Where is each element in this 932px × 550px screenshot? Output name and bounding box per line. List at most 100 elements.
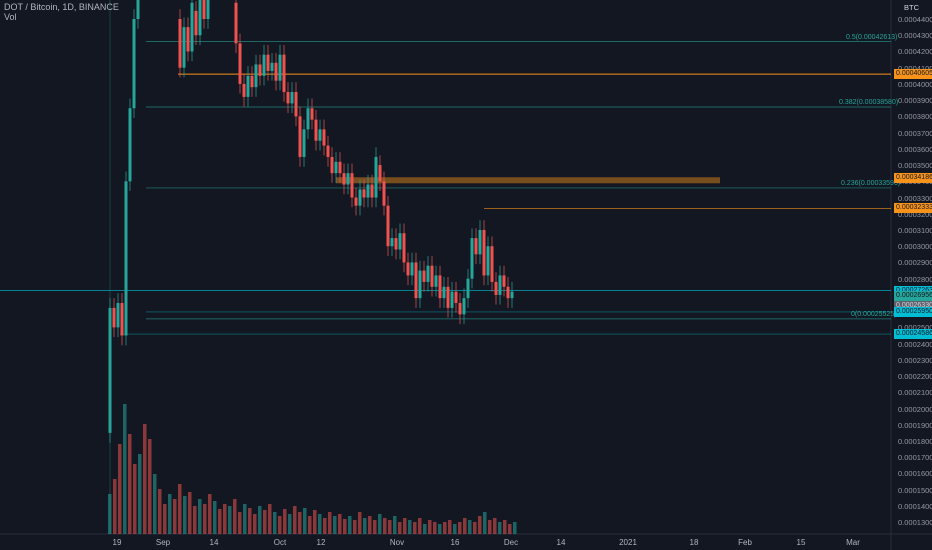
candle-body: [322, 129, 326, 146]
candle-body: [406, 262, 410, 276]
candle-body: [326, 145, 330, 157]
fib-level-label: 0.382(0.00038580): [839, 98, 899, 106]
volume-bar: [248, 508, 252, 534]
volume-bar: [458, 522, 462, 534]
date-tick-label: 2021: [619, 538, 637, 547]
candle-body: [242, 83, 246, 97]
candle-body: [338, 161, 342, 174]
candle-body: [132, 19, 136, 109]
candle-body: [270, 62, 274, 71]
candle-body: [274, 62, 278, 81]
volume-bar: [358, 512, 362, 534]
volume-bar: [128, 434, 132, 534]
date-tick-label: Mar: [846, 538, 860, 547]
candle-body: [120, 303, 124, 336]
candle-body: [422, 270, 426, 282]
volume-bar: [153, 474, 157, 534]
candle-body: [434, 275, 438, 287]
candle-body: [350, 173, 354, 198]
candle-body: [116, 303, 120, 328]
volume-bar: [493, 518, 497, 534]
volume-bar: [173, 499, 177, 534]
volume-bar: [303, 508, 307, 534]
candle-body: [238, 43, 242, 84]
volume-label: Vol: [4, 12, 17, 22]
volume-bar: [383, 518, 387, 534]
date-tick-label: 12: [316, 538, 326, 547]
volume-bar: [433, 522, 437, 534]
volume-bar: [438, 524, 442, 534]
candle-body: [306, 108, 310, 130]
volume-bar: [393, 516, 397, 534]
volume-bar: [233, 499, 237, 534]
candle-body: [490, 246, 494, 282]
volume-bar: [263, 510, 267, 534]
volume-bar: [148, 439, 152, 534]
volume-bar: [113, 479, 117, 534]
candle-body: [470, 238, 474, 279]
candle-body: [398, 233, 402, 250]
candle-body: [198, 0, 202, 36]
candle-body: [458, 303, 462, 315]
candle-body: [282, 54, 286, 93]
candle-body: [374, 156, 378, 198]
candle-body: [182, 27, 186, 68]
volume-bar: [328, 512, 332, 534]
date-tick-label: Sep: [155, 538, 171, 547]
volume-bar: [478, 516, 482, 534]
volume-bar: [338, 514, 342, 534]
candle-body: [294, 92, 298, 117]
symbol-title: DOT / Bitcoin, 1D, BINANCE: [4, 2, 119, 12]
volume-bar: [503, 520, 507, 534]
volume-bar: [118, 444, 122, 534]
candle-body: [414, 262, 418, 299]
volume-bar: [443, 522, 447, 534]
volume-bar: [353, 520, 357, 534]
volume-bar: [258, 506, 262, 534]
candle-body: [278, 54, 282, 81]
volume-bar: [473, 522, 477, 534]
candle-body: [298, 116, 302, 157]
date-tick-label: 14: [556, 538, 566, 547]
candle-body: [124, 181, 128, 336]
candle-body: [318, 129, 322, 141]
candle-body: [418, 270, 422, 299]
candle-body: [358, 189, 362, 206]
candle-body: [394, 238, 398, 250]
candle-body: [108, 307, 112, 433]
volume-bar: [253, 514, 257, 534]
candle-body: [136, 0, 140, 19]
volume-bar: [318, 514, 322, 534]
candle-body: [262, 54, 266, 76]
candle-body: [112, 307, 116, 328]
volume-bar: [498, 522, 502, 534]
volume-bar: [428, 520, 432, 534]
candle-body: [346, 173, 350, 185]
price-badge: 0.00032333: [894, 203, 932, 214]
candle-body: [178, 19, 182, 68]
volume-bar: [373, 520, 377, 534]
date-tick-label: 14: [209, 538, 219, 547]
date-tick-label: Dec: [503, 538, 519, 547]
volume-bar: [418, 518, 422, 534]
candle-body: [334, 161, 338, 174]
candle-body: [286, 92, 290, 104]
candle-body: [438, 275, 442, 299]
volume-bar: [408, 520, 412, 534]
volume-bar: [398, 522, 402, 534]
